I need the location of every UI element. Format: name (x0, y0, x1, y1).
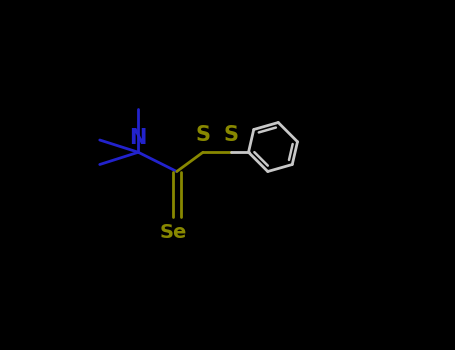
Text: Se: Se (160, 223, 187, 242)
Text: S: S (223, 125, 238, 145)
Text: N: N (130, 128, 147, 148)
Text: S: S (196, 125, 211, 145)
